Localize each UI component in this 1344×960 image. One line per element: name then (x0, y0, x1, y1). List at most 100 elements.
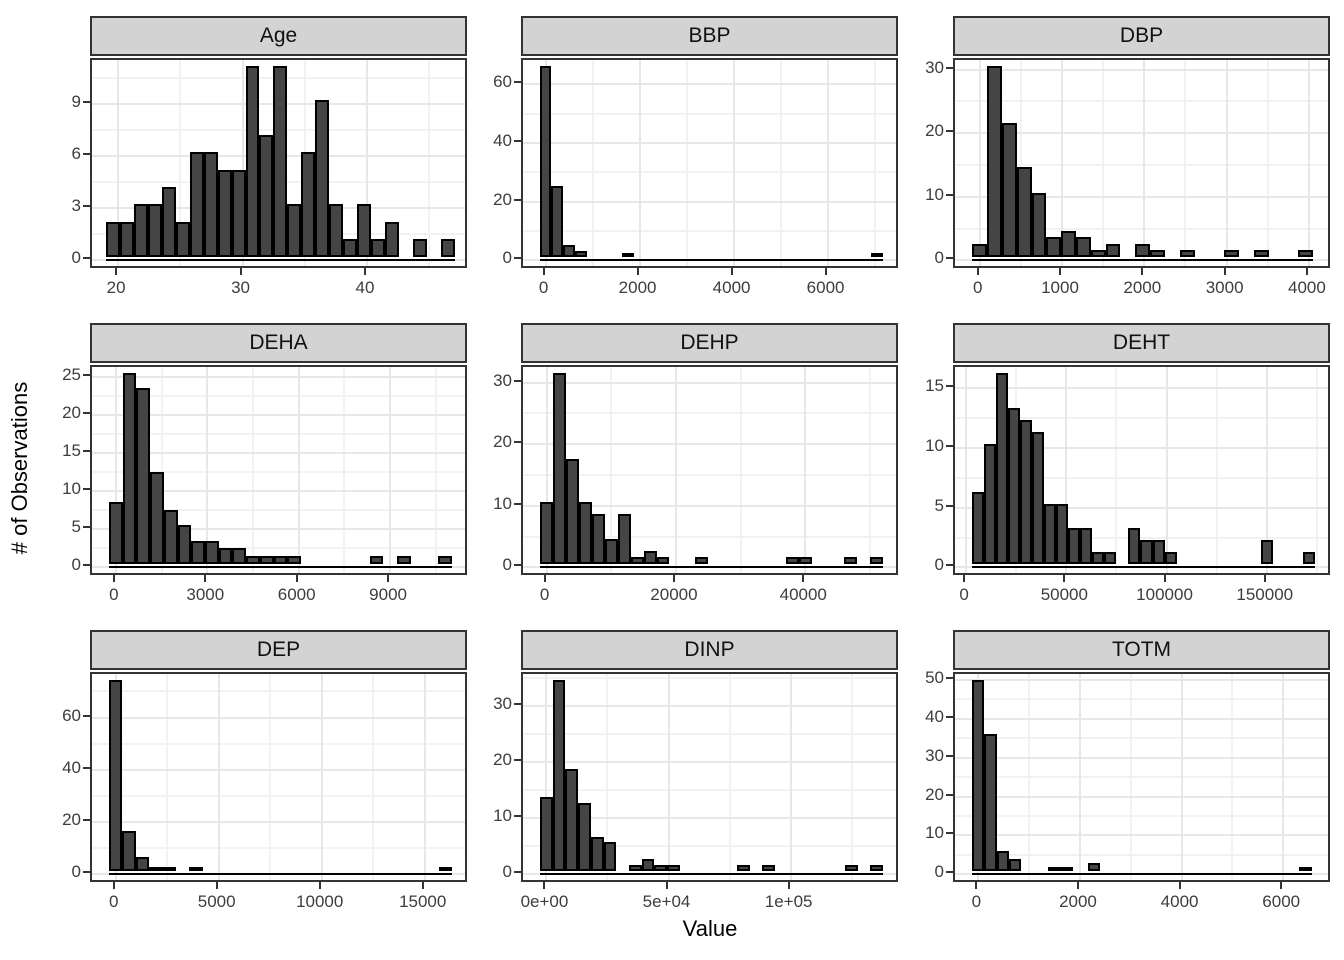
histogram-bar (798, 557, 812, 565)
facet-dinp: DINP 0e+00 5e+04 1e+05 0 10 20 30 (466, 630, 898, 930)
y-tick-mark (83, 449, 90, 452)
gridline-minor-h (92, 742, 465, 745)
histogram-bar (1080, 527, 1093, 565)
histogram-baseline (109, 566, 452, 569)
gridline-major-h (955, 68, 1328, 71)
plot-panel (521, 672, 898, 882)
histogram-bar (1068, 527, 1081, 565)
x-tick-mark (1059, 268, 1061, 275)
x-tick-label: 4000 (1160, 892, 1199, 911)
histogram-bar (1253, 250, 1269, 258)
x-tick-mark (1063, 575, 1066, 582)
histogram-bar (844, 864, 858, 872)
gridline-minor-v (1215, 367, 1218, 573)
strip-title: DBP (1119, 24, 1164, 47)
histogram-bar (120, 221, 135, 258)
plot-panel (521, 58, 898, 268)
y-tick-label: 20 (925, 784, 944, 804)
y-tick-mark (946, 504, 953, 507)
gridline-minor-v (779, 60, 782, 266)
y-tick-mark (946, 66, 953, 69)
histogram-bar (844, 557, 857, 565)
gridline-minor-v (428, 60, 431, 266)
facet-dehp: DEHP 0 20000 40000 0 10 20 30 (466, 323, 898, 623)
histogram-bar (641, 859, 655, 872)
gridline-major-v (1165, 367, 1168, 573)
facet-strip: DBP (953, 16, 1330, 56)
gridline-major-v (389, 367, 392, 573)
histogram-bar (1031, 192, 1047, 258)
histogram-bar (396, 555, 411, 565)
histogram-bar (1016, 167, 1032, 258)
histogram-bar (1150, 250, 1165, 258)
y-tick-label: 30 (493, 370, 512, 390)
gridline-minor-h (92, 509, 465, 512)
histogram-bar (591, 514, 605, 565)
gridline-minor-h (955, 100, 1328, 103)
y-tick-mark (83, 101, 90, 104)
gridline-minor-h (955, 698, 1328, 701)
plot-panel (90, 58, 467, 268)
gridline-minor-h (955, 417, 1328, 420)
x-tick-label: 5000 (197, 892, 236, 911)
y-tick-label: 0 (71, 862, 81, 882)
gridline-major-v (1307, 60, 1310, 266)
x-tick-mark (963, 575, 966, 582)
x-tick-mark (730, 268, 733, 275)
gridline-major-h (955, 717, 1328, 720)
histogram-baseline (972, 873, 1312, 876)
facet-totm: TOTM 0 2000 4000 6000 0 10 20 30 40 50 (898, 630, 1330, 930)
histogram-bar (656, 557, 670, 565)
gridline-minor-h (92, 794, 465, 797)
histogram-bar (984, 444, 997, 565)
y-tick-label: 5 (71, 517, 81, 537)
y-tick-label: 0 (934, 862, 944, 882)
x-tick-mark (112, 882, 115, 889)
strip-title: DEHT (1112, 331, 1171, 354)
gridline-minor-h (955, 737, 1328, 740)
y-tick-label: 3 (71, 196, 81, 216)
gridline-major-h (955, 387, 1328, 390)
gridline-major-h (523, 381, 896, 384)
x-tick-label: 0 (972, 278, 983, 297)
strip-title: DEHA (249, 331, 308, 354)
x-tick-mark (204, 575, 207, 582)
y-tick-label: 20 (493, 189, 512, 209)
gridline-major-h (92, 528, 465, 531)
gridline-major-h (92, 413, 465, 416)
gridline-major-h (955, 756, 1328, 759)
gridline-minor-v (269, 674, 272, 880)
x-tick-label: 3000 (186, 585, 225, 604)
histogram-bar (996, 372, 1009, 565)
histogram-bar (147, 204, 162, 258)
x-tick-label: 40 (355, 278, 375, 297)
histogram-bar (1008, 408, 1021, 565)
facet-strip: DEHT (953, 323, 1330, 363)
histogram-bar (149, 867, 163, 872)
plot-panel (953, 672, 1330, 882)
y-axis-title: # of Observations (7, 381, 32, 555)
y-tick-mark (83, 205, 90, 208)
gridline-major-h (955, 678, 1328, 681)
gridline-major-v (206, 367, 209, 573)
gridline-major-h (92, 451, 465, 454)
x-tick-mark (112, 575, 115, 582)
x-tick-mark (636, 268, 639, 275)
y-tick-mark (946, 564, 953, 567)
histogram-bar (122, 831, 136, 872)
gridline-major-v (365, 60, 368, 266)
y-tick-label: 10 (62, 479, 81, 499)
gridline-minor-v (1315, 367, 1318, 573)
x-tick-mark (1141, 268, 1144, 275)
y-tick-label: 40 (925, 706, 944, 726)
gridline-minor-h (523, 112, 896, 115)
histogram-bar (1105, 243, 1121, 258)
gridline-major-h (955, 195, 1328, 198)
gridline-minor-h (955, 476, 1328, 479)
x-tick-label: 5e+04 (642, 892, 691, 911)
gridline-major-h (523, 83, 896, 86)
x-axis-title: Value (682, 916, 738, 941)
histogram-bar (553, 372, 566, 565)
gridline-minor-v (343, 367, 346, 573)
